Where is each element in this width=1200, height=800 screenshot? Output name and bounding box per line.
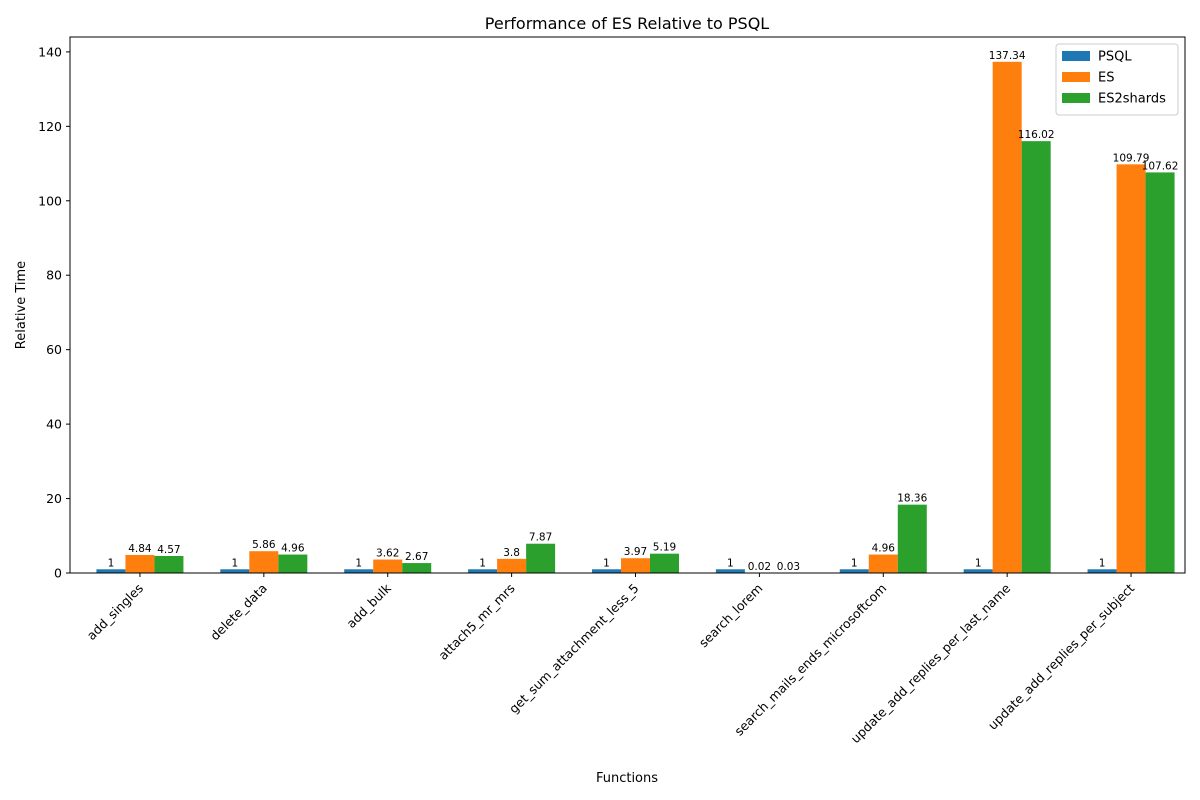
bar-es2shards-search_mails_ends_microsoftcom bbox=[897, 504, 927, 573]
bar-psql-add_singles bbox=[96, 569, 126, 573]
legend-label-es: ES bbox=[1098, 71, 1114, 86]
legend-label-psql: PSQL bbox=[1098, 50, 1132, 65]
bar-es-delete_data bbox=[249, 551, 279, 573]
plot-frame bbox=[69, 36, 1186, 574]
bar-es2shards-update_add_replies_per_subject bbox=[1145, 172, 1175, 573]
bar-psql-attach5_mr_mrs bbox=[468, 569, 498, 573]
x-tick-label: search_lorem bbox=[696, 581, 766, 651]
bar-psql-update_add_replies_per_subject bbox=[1087, 569, 1117, 573]
bar-es2shards-delete_data bbox=[278, 554, 308, 573]
data-label: 1 bbox=[108, 557, 115, 569]
bar-es-attach5_mr_mrs bbox=[497, 558, 527, 573]
legend-swatch-es bbox=[1062, 72, 1090, 82]
bar-es-search_mails_ends_microsoftcom bbox=[868, 554, 898, 573]
y-tick-label: 80 bbox=[46, 268, 62, 283]
data-label: 3.8 bbox=[503, 547, 520, 559]
data-label: 0.02 bbox=[748, 561, 771, 573]
bar-psql-search_mails_ends_microsoftcom bbox=[839, 569, 869, 573]
bar-es-add_singles bbox=[125, 554, 155, 573]
x-tick-label: attach5_mr_mrs bbox=[435, 581, 517, 663]
data-label: 1 bbox=[727, 557, 734, 569]
data-label: 0.03 bbox=[777, 561, 800, 573]
bar-psql-search_lorem bbox=[715, 569, 745, 573]
data-label: 1 bbox=[603, 557, 610, 569]
x-tick-label: search_mails_ends_microsoftcom bbox=[731, 581, 889, 739]
y-tick-label: 0 bbox=[54, 566, 62, 581]
y-tick-label: 140 bbox=[38, 44, 62, 59]
data-label: 2.67 bbox=[405, 551, 428, 563]
data-label: 1 bbox=[1099, 557, 1106, 569]
bar-es-update_add_replies_per_last_name bbox=[992, 61, 1022, 573]
data-label: 116.02 bbox=[1018, 129, 1055, 141]
data-label: 1 bbox=[355, 557, 362, 569]
y-tick-label: 20 bbox=[46, 491, 62, 506]
data-label: 137.34 bbox=[989, 50, 1026, 62]
bar-psql-delete_data bbox=[220, 569, 250, 573]
y-tick-label: 60 bbox=[46, 342, 62, 357]
data-label: 1 bbox=[851, 557, 858, 569]
data-label: 109.79 bbox=[1113, 152, 1150, 164]
bar-es-add_bulk bbox=[373, 559, 403, 573]
data-label: 4.96 bbox=[281, 543, 305, 555]
legend-swatch-psql bbox=[1062, 51, 1090, 61]
bar-es2shards-get_sum_attachment_less_5 bbox=[650, 553, 679, 573]
data-label: 7.87 bbox=[529, 532, 552, 544]
x-tick-label: delete_data bbox=[207, 581, 270, 644]
x-axis-label: Functions bbox=[596, 771, 658, 786]
bar-es2shards-add_singles bbox=[154, 555, 184, 573]
data-label: 3.97 bbox=[624, 546, 647, 558]
legend-swatch-es2shards bbox=[1062, 93, 1090, 103]
data-label: 107.62 bbox=[1142, 160, 1179, 172]
data-label: 18.36 bbox=[897, 493, 927, 505]
bar-es2shards-update_add_replies_per_last_name bbox=[1021, 141, 1051, 573]
bar-es2shards-add_bulk bbox=[402, 563, 432, 573]
legend-label-es2shards: ES2shards bbox=[1098, 92, 1166, 107]
data-label: 1 bbox=[231, 557, 238, 569]
y-axis-label: Relative Time bbox=[14, 261, 29, 349]
bar-psql-get_sum_attachment_less_5 bbox=[592, 569, 621, 573]
data-label: 1 bbox=[479, 557, 486, 569]
data-label: 4.57 bbox=[157, 544, 180, 556]
x-tick-label: update_add_replies_per_subject bbox=[985, 580, 1137, 732]
chart-title: Performance of ES Relative to PSQL bbox=[485, 14, 769, 33]
bar-psql-update_add_replies_per_last_name bbox=[963, 569, 993, 573]
data-label: 4.84 bbox=[128, 543, 152, 555]
x-tick-label: add_singles bbox=[84, 581, 146, 643]
y-tick-label: 40 bbox=[46, 417, 62, 432]
bar-es2shards-attach5_mr_mrs bbox=[526, 543, 556, 573]
legend: PSQL ES ES2shards bbox=[1055, 43, 1179, 116]
y-tick-label: 100 bbox=[38, 193, 62, 208]
data-label: 5.86 bbox=[252, 539, 276, 551]
plot-area: 1 1 1 1 1 1 1 1 1 4.84 5.86 3.62 3.8 3.97 0.02 4.96 137.… bbox=[38, 36, 1186, 746]
bar-psql-add_bulk bbox=[344, 569, 374, 573]
data-label: 4.96 bbox=[872, 543, 896, 555]
data-label: 3.62 bbox=[376, 548, 399, 560]
x-tick-label: get_sum_attachment_less_5 bbox=[506, 581, 642, 717]
y-tick-label: 120 bbox=[38, 119, 62, 134]
data-label: 1 bbox=[975, 557, 982, 569]
bar-es-update_add_replies_per_subject bbox=[1116, 164, 1146, 573]
bar-es-get_sum_attachment_less_5 bbox=[621, 558, 650, 573]
data-label: 5.19 bbox=[653, 542, 676, 554]
x-tick-label: add_bulk bbox=[343, 580, 394, 631]
